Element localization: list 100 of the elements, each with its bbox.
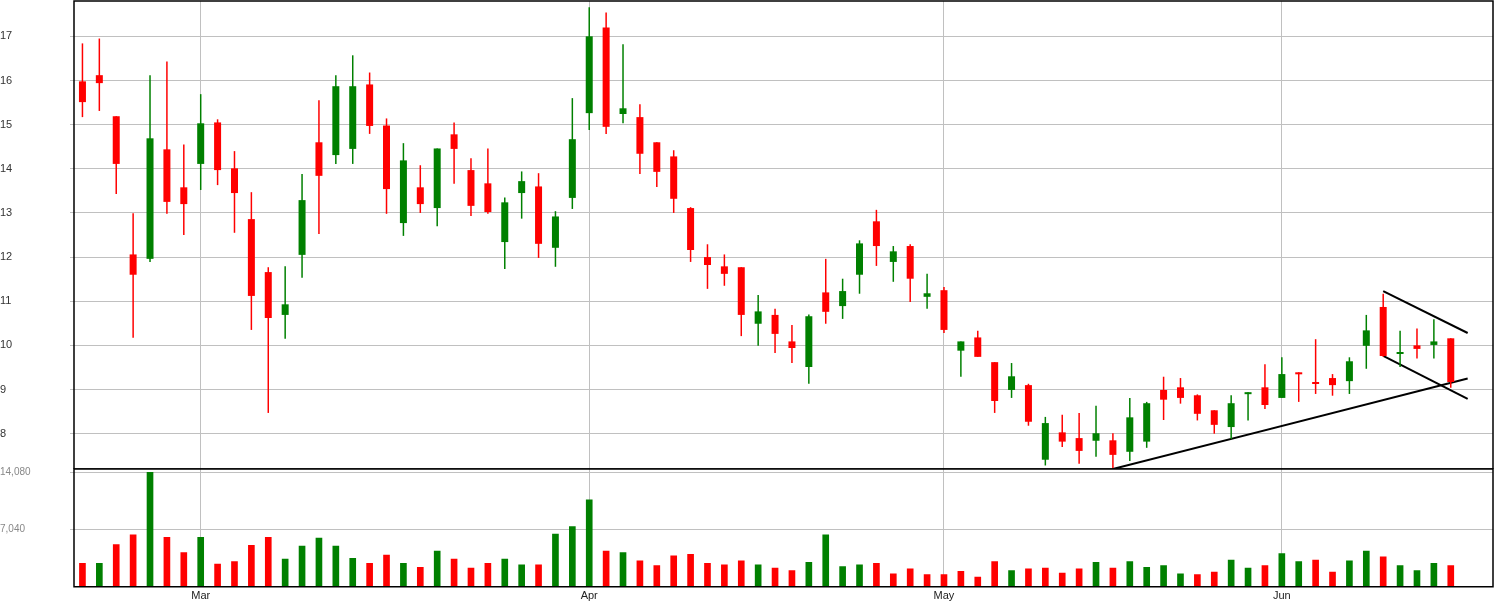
- candlestick: [720, 253, 728, 287]
- candlestick: [923, 273, 931, 310]
- bar: [822, 534, 830, 587]
- candlestick: [78, 42, 86, 118]
- candlestick: [1210, 409, 1218, 435]
- bar: [704, 562, 711, 587]
- y-tick-label: 11: [0, 294, 12, 307]
- bar: [1210, 571, 1218, 587]
- candlestick: [1345, 356, 1353, 395]
- candlestick: [1430, 318, 1438, 360]
- candlestick: [619, 43, 627, 125]
- bar: [991, 561, 998, 587]
- candlestick: [1058, 413, 1066, 448]
- bar: [839, 566, 846, 587]
- bar: [1126, 561, 1134, 587]
- candlestick: [1075, 412, 1083, 465]
- bar: [974, 576, 982, 587]
- bar: [416, 566, 424, 587]
- candlestick: [1295, 371, 1303, 403]
- candlestick: [518, 170, 526, 220]
- y-tick-label: 8: [0, 426, 7, 439]
- bar: [653, 565, 661, 587]
- bar: [1042, 567, 1049, 587]
- bar: [433, 550, 441, 587]
- bar: [112, 544, 120, 587]
- y-tick-label: 9: [0, 382, 7, 395]
- bar: [129, 534, 137, 587]
- bar: [518, 564, 525, 587]
- bar: [197, 536, 205, 587]
- candlestick: [1362, 314, 1370, 370]
- bar: [1143, 566, 1151, 587]
- candlestick: [703, 243, 711, 290]
- candlestick: [822, 258, 830, 325]
- bar: [1160, 565, 1167, 587]
- y-tick-label: 17: [0, 29, 13, 42]
- bar: [687, 553, 694, 587]
- bar: [1177, 573, 1184, 587]
- candlestick: [1244, 391, 1252, 422]
- bar: [1329, 571, 1336, 587]
- x-tick-label: Jun: [1272, 589, 1291, 602]
- candlestick: [957, 340, 965, 378]
- x-tick-label: Mar: [191, 589, 211, 602]
- bar: [569, 526, 576, 587]
- bar: [1346, 560, 1353, 587]
- x-tick-label: Apr: [580, 589, 599, 602]
- candlestick: [180, 143, 188, 236]
- bar: [1362, 550, 1370, 587]
- bar: [535, 564, 542, 587]
- candlestick: [771, 307, 779, 354]
- bar: [214, 563, 221, 587]
- bar: [248, 545, 255, 587]
- candlestick: [889, 245, 897, 283]
- y-tick-label: 10: [0, 338, 13, 351]
- bar: [501, 558, 509, 587]
- bar: [856, 564, 863, 587]
- candlestick: [450, 121, 458, 185]
- y-tick-label: 16: [0, 73, 13, 86]
- bar: [585, 499, 593, 587]
- bar: [1058, 572, 1066, 587]
- bar: [721, 564, 728, 587]
- candlestick: [1109, 432, 1117, 469]
- bar: [670, 555, 678, 587]
- bar: [889, 573, 897, 587]
- bar: [552, 533, 559, 587]
- bar: [1025, 568, 1032, 587]
- bar: [383, 554, 390, 587]
- bar: [231, 561, 238, 587]
- bar: [1295, 561, 1303, 587]
- bar: [1312, 559, 1319, 587]
- candlestick: [1008, 362, 1016, 399]
- candlestick: [1312, 338, 1320, 395]
- y-tick-label: 14,080: [0, 466, 32, 478]
- bar: [96, 562, 103, 587]
- y-tick-label: 12: [0, 250, 13, 263]
- bar: [906, 568, 914, 587]
- y-tick-label: 15: [0, 117, 13, 130]
- candlestick: [1193, 393, 1201, 422]
- candlestick: [1160, 375, 1168, 421]
- bar: [264, 536, 272, 587]
- y-tick-label: 7,040: [0, 523, 26, 535]
- candlestick: [788, 324, 796, 364]
- bar: [737, 560, 745, 587]
- candlestick: [839, 277, 847, 320]
- y-tick-label: 13: [0, 205, 13, 218]
- bar: [1194, 574, 1201, 587]
- candlestick: [974, 330, 982, 358]
- bar: [1008, 570, 1015, 587]
- bar: [400, 562, 407, 587]
- candlestick: [1261, 363, 1269, 410]
- y-tick-label: 14: [0, 161, 13, 174]
- candlestick: [416, 164, 424, 214]
- candlestick: [1092, 405, 1100, 458]
- candlestick: [129, 212, 137, 339]
- bar: [180, 552, 188, 587]
- candlestick: [1227, 394, 1235, 440]
- bar: [366, 562, 373, 587]
- x-tick-label: May: [933, 589, 955, 602]
- candlestick: [95, 37, 103, 112]
- candlestick: [1396, 330, 1404, 368]
- bar: [1379, 556, 1387, 587]
